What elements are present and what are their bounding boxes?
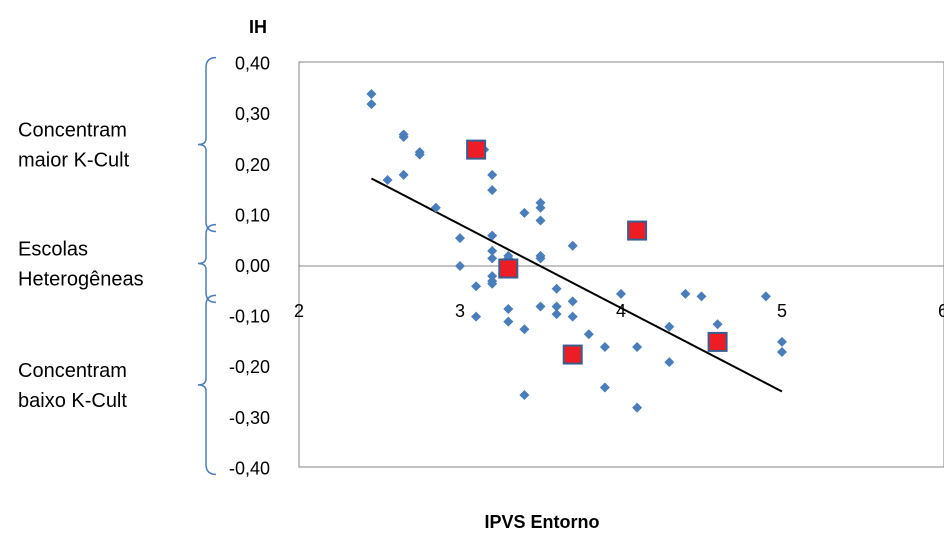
x-axis-title: IPVS Entorno xyxy=(484,512,599,532)
annotation-label: Escolas xyxy=(18,238,88,260)
data-point-diamond xyxy=(382,174,393,185)
data-point-diamond xyxy=(519,324,530,335)
data-point-diamond xyxy=(599,341,610,352)
x-tick-label: 4 xyxy=(616,301,626,321)
data-point-diamond xyxy=(503,316,514,327)
y-tick-label: -0,40 xyxy=(229,458,270,478)
y-axis-tick-labels: 0,40 0,30 0,20 0,10 0,00 -0,10 -0,20 -0,30 -0,40 xyxy=(229,54,270,479)
plot-area xyxy=(298,61,944,468)
data-point-diamond xyxy=(398,131,409,142)
data-point-diamond xyxy=(567,311,578,322)
data-point-diamond xyxy=(430,202,441,213)
data-point-diamond xyxy=(487,169,498,180)
plot-frame xyxy=(298,61,944,468)
data-point-diamond xyxy=(760,291,771,302)
data-point-diamond xyxy=(535,301,546,312)
y-tick-label: 0,10 xyxy=(235,205,270,225)
data-point-diamond xyxy=(696,291,707,302)
data-point-diamond xyxy=(487,278,498,289)
data-point-diamond xyxy=(583,329,594,340)
highlight-point-square xyxy=(466,139,487,160)
data-point-diamond xyxy=(455,233,465,244)
x-tick-label: 2 xyxy=(294,301,304,321)
annotation-label: Concentram xyxy=(18,360,127,382)
data-point-diamond xyxy=(487,245,498,256)
x-tick-label: 3 xyxy=(455,301,465,321)
annotation-label: Concentram xyxy=(18,120,127,142)
annotation-label: maior K-Cult xyxy=(18,150,130,172)
data-point-diamond xyxy=(471,281,482,292)
data-point-diamond xyxy=(632,341,643,352)
data-point-diamond xyxy=(664,321,675,332)
data-point-diamond xyxy=(366,88,377,99)
data-point-diamond xyxy=(567,240,578,251)
data-point-diamond xyxy=(398,169,409,180)
y-tick-label: 0,40 xyxy=(235,54,270,74)
data-point-diamond xyxy=(551,301,562,312)
annotation-bracket xyxy=(197,223,217,304)
data-point-diamond xyxy=(777,336,787,347)
x-tick-label: 5 xyxy=(777,301,787,321)
data-point-diamond xyxy=(551,283,562,294)
data-point-diamond xyxy=(599,382,610,393)
x-tick-label: 6 xyxy=(938,301,944,321)
data-point-diamond xyxy=(535,253,546,264)
data-point-diamond xyxy=(487,253,498,264)
data-point-diamond xyxy=(471,311,482,322)
annotation-brackets: Concentram maior K-Cult Escolas Heterogênea… xyxy=(18,56,217,476)
data-point-diamond xyxy=(503,304,514,315)
highlight-point-square xyxy=(562,344,583,365)
data-point-diamond xyxy=(487,230,498,241)
data-point-diamond xyxy=(535,197,546,208)
data-point-diamond xyxy=(551,309,562,320)
x-axis-tick-labels: 2 3 4 5 6 xyxy=(294,301,944,321)
data-point-diamond xyxy=(680,288,691,299)
data-point-diamond xyxy=(519,390,530,401)
y-tick-label: -0,10 xyxy=(229,307,270,327)
y-tick-label: -0,20 xyxy=(229,357,270,377)
data-point-diamond xyxy=(567,296,578,307)
highlight-point-square xyxy=(707,331,728,352)
data-point-diamond xyxy=(366,99,377,110)
y-tick-label: 0,20 xyxy=(235,155,270,175)
annotation-bracket xyxy=(197,56,217,233)
data-point-diamond xyxy=(777,347,787,358)
data-point-diamond xyxy=(664,357,675,368)
data-point-diamond xyxy=(632,402,643,413)
trendline-layer xyxy=(370,177,783,393)
y-tick-label: -0,30 xyxy=(229,408,270,428)
highlight-point-square xyxy=(627,220,648,241)
data-point-diamond xyxy=(455,261,465,271)
data-point-diamond xyxy=(519,207,530,218)
annotation-bracket xyxy=(197,294,217,476)
trendline xyxy=(370,177,783,393)
annotation-label: baixo K-Cult xyxy=(18,390,127,412)
annotation-label: Heterogêneas xyxy=(18,268,144,290)
highlight-point-square xyxy=(498,258,519,279)
y-axis-title: IH xyxy=(249,17,267,37)
data-point-diamond xyxy=(487,185,498,196)
data-point-diamond xyxy=(414,149,425,160)
data-point-diamond xyxy=(487,271,498,282)
data-point-diamond xyxy=(712,319,723,330)
data-point-diamond xyxy=(535,202,546,213)
data-points xyxy=(366,88,787,413)
data-point-diamond xyxy=(535,215,546,226)
y-tick-label: 0,30 xyxy=(235,104,270,124)
y-tick-label: 0,00 xyxy=(235,256,270,276)
data-point-diamond xyxy=(616,288,626,299)
